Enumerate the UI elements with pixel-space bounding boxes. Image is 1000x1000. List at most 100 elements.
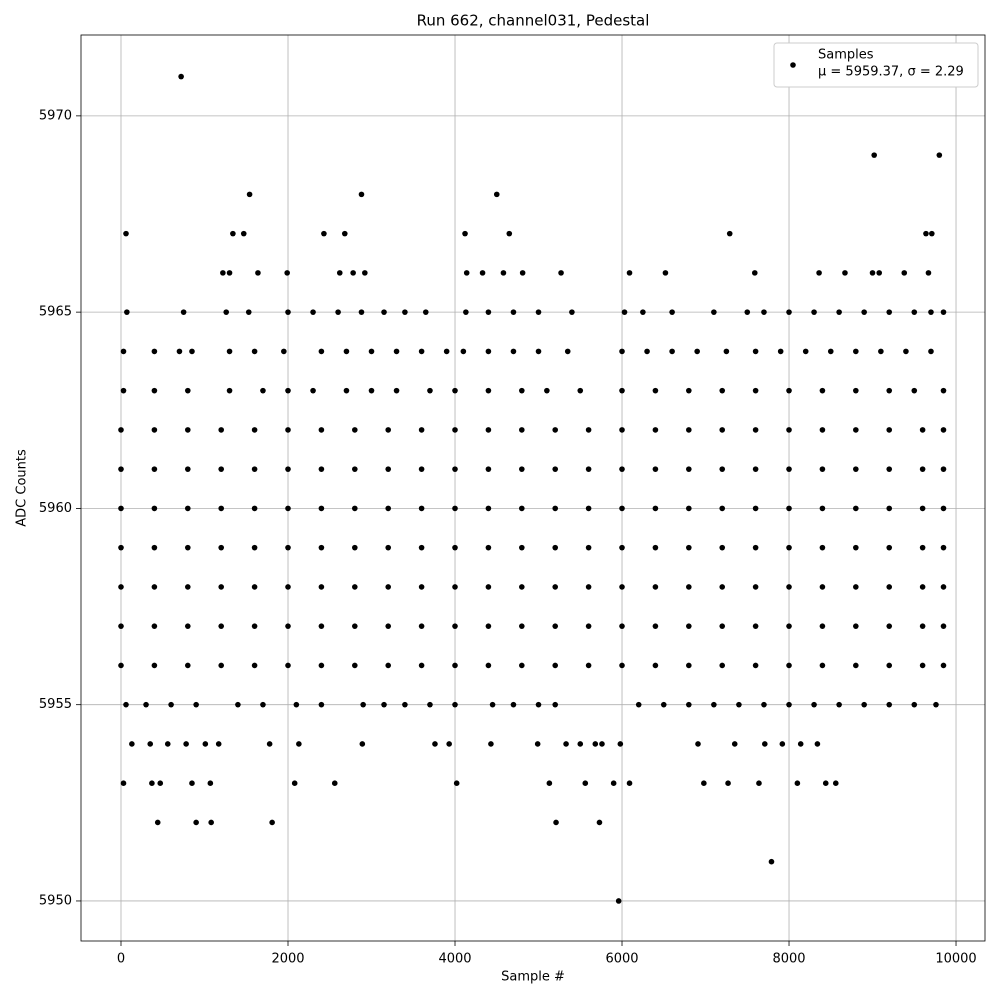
point (786, 427, 792, 433)
point (460, 348, 467, 355)
point (626, 270, 633, 276)
point (592, 741, 599, 747)
point (564, 348, 571, 355)
point (218, 466, 225, 472)
point (118, 505, 124, 512)
point (452, 623, 458, 629)
point (245, 309, 252, 315)
point (719, 427, 726, 433)
point (385, 662, 392, 669)
point (886, 466, 893, 472)
point (744, 309, 751, 315)
point (506, 230, 513, 237)
point (558, 270, 564, 276)
point (652, 623, 659, 629)
point (911, 701, 918, 708)
point (928, 309, 934, 315)
point (619, 387, 625, 394)
point (352, 466, 358, 472)
point (485, 427, 492, 433)
point (151, 505, 158, 512)
point (251, 584, 258, 590)
point (519, 623, 525, 629)
point (343, 387, 350, 394)
point (853, 544, 859, 551)
point (285, 662, 291, 669)
point (876, 270, 883, 276)
point (686, 427, 692, 433)
point (552, 505, 559, 512)
point (510, 348, 517, 355)
point (151, 544, 158, 551)
legend-box (773, 42, 979, 88)
point (281, 348, 287, 355)
point (418, 662, 425, 669)
point (752, 662, 759, 669)
point (719, 584, 726, 590)
point (452, 387, 458, 394)
point (310, 309, 316, 315)
point (919, 427, 926, 433)
point (318, 505, 325, 512)
point (318, 584, 325, 590)
point (193, 819, 199, 826)
point (118, 584, 124, 590)
y-tick-label: 5955 (39, 697, 72, 712)
point (368, 387, 375, 394)
point (797, 741, 804, 747)
point (260, 387, 266, 394)
y-tick-label: 5965 (39, 305, 72, 320)
legend-label: Samples (818, 48, 874, 63)
point (178, 73, 184, 80)
point (123, 230, 129, 237)
point (544, 387, 550, 394)
point (510, 309, 517, 315)
point (336, 270, 343, 276)
point (711, 309, 717, 315)
point (919, 623, 926, 629)
point (251, 348, 258, 355)
point (184, 466, 191, 472)
point (652, 584, 659, 590)
point (819, 662, 826, 669)
point (878, 348, 884, 355)
point (786, 309, 792, 315)
point (251, 544, 258, 551)
point (546, 780, 553, 786)
point (819, 544, 826, 551)
point (652, 505, 659, 512)
point (726, 230, 733, 237)
point (886, 427, 893, 433)
point (552, 662, 559, 669)
point (285, 544, 291, 551)
point (151, 662, 158, 669)
point (368, 348, 375, 355)
point (869, 270, 876, 276)
point (686, 466, 692, 472)
point (819, 466, 826, 472)
point (240, 230, 247, 237)
plot-frame (80, 34, 986, 942)
point (147, 741, 154, 747)
point (485, 505, 492, 512)
point (686, 505, 692, 512)
point (360, 701, 366, 708)
point (794, 780, 801, 786)
point (184, 623, 191, 629)
point (402, 701, 408, 708)
point (535, 348, 542, 355)
point (819, 427, 826, 433)
point (215, 741, 222, 747)
point (662, 270, 669, 276)
point (310, 387, 316, 394)
point (861, 309, 867, 315)
point (786, 466, 792, 472)
point (452, 544, 458, 551)
point (552, 623, 559, 629)
point (230, 230, 236, 237)
point (463, 309, 469, 315)
point (886, 309, 893, 315)
point (432, 741, 438, 747)
point (519, 662, 525, 669)
point (318, 348, 325, 355)
